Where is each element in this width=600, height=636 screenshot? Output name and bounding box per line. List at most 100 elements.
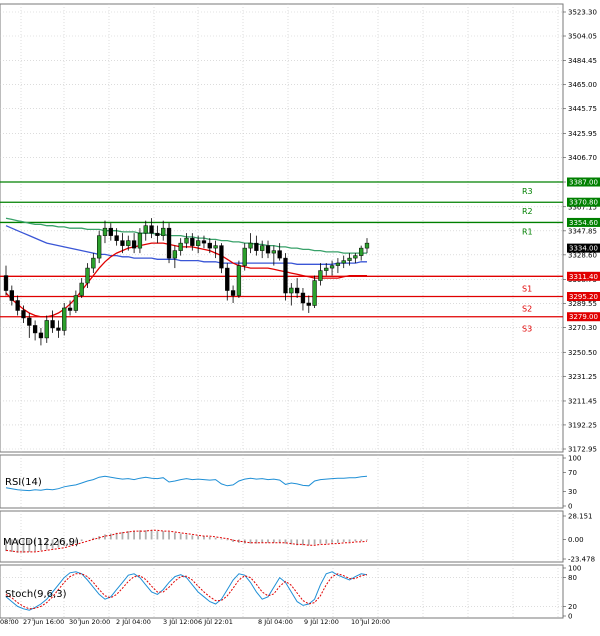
y-tick-label: 3211.45 — [568, 397, 597, 405]
candle-body — [126, 240, 131, 246]
candle-body — [149, 225, 154, 234]
candle-body — [219, 245, 224, 269]
candle-body — [260, 245, 265, 251]
candle-body — [213, 245, 218, 249]
candle-body — [195, 240, 201, 246]
y-tick-label: 3250.50 — [568, 349, 597, 357]
stoch-d-line — [5, 573, 368, 610]
y-tick-label: 3192.25 — [568, 421, 597, 429]
level-price-box — [567, 197, 600, 207]
candle-body — [73, 295, 79, 311]
macd-title: MACD(12,26,9) — [3, 537, 79, 548]
candle-body — [289, 287, 294, 294]
stoch-title: Stoch(9,6,3) — [5, 589, 67, 600]
level-price-box — [567, 217, 600, 227]
rsi-line — [5, 475, 368, 492]
level-name-s1: S1 — [522, 284, 532, 293]
x-tick-label: 3 Jul 12:00 — [163, 618, 198, 626]
candle-body — [21, 310, 26, 319]
candle-body — [15, 300, 20, 311]
candle-body — [114, 235, 119, 241]
candle-body — [120, 240, 125, 246]
rsi-panel — [0, 454, 564, 509]
candle-body — [79, 282, 84, 296]
candle-body — [242, 247, 247, 266]
candle-body — [347, 257, 352, 261]
level-price-box — [567, 177, 600, 187]
candle-body — [318, 270, 323, 281]
candle-body — [131, 240, 137, 249]
candle-body — [44, 320, 49, 339]
rsi-tick-label: 0 — [568, 503, 572, 511]
candle-body — [166, 227, 172, 259]
level-name-r2: R2 — [522, 207, 533, 216]
candle-body — [172, 250, 178, 259]
x-tick-label: 6 Jul 22:01 — [198, 618, 233, 626]
candle-body — [190, 237, 195, 246]
stoch-k-line — [5, 571, 368, 611]
y-tick-label: 3425.95 — [568, 130, 597, 138]
stoch-tick-label: 100 — [568, 565, 581, 573]
y-tick-label: 3231.25 — [568, 373, 597, 381]
macd-panel — [0, 510, 564, 563]
rsi-title: RSI(14) — [5, 477, 42, 488]
candle-body — [32, 325, 38, 334]
macd-tick-label: 0.00 — [568, 536, 584, 544]
candle-body — [27, 317, 32, 326]
candle-body — [50, 320, 55, 329]
y-tick-label: 3367.15 — [568, 203, 597, 211]
level-name-s2: S2 — [522, 305, 532, 314]
level-price-label: 3370.80 — [569, 199, 598, 207]
main-panel — [0, 3, 564, 453]
candle-body — [108, 227, 113, 236]
candle-body — [277, 250, 282, 259]
candle-body — [335, 262, 341, 266]
candle-body — [300, 292, 306, 304]
macd-tick-label: -23.478 — [568, 556, 595, 564]
macd-signal-line — [5, 529, 368, 553]
x-tick-label: 2 Jul 04:00 — [116, 618, 151, 626]
candle-body — [283, 257, 288, 294]
candle-body — [9, 290, 14, 301]
candle-body — [3, 275, 9, 291]
x-tick-label: 10 Jul 20:00 — [351, 618, 390, 626]
candle-body — [364, 242, 370, 249]
candle-body — [225, 267, 230, 291]
candle-body — [248, 242, 253, 249]
x-tick-label: 30 Jun 20:00 — [69, 618, 110, 626]
level-name-r3: R3 — [522, 187, 533, 196]
candle-body — [312, 280, 317, 306]
x-tick-label: 08:00 — [0, 618, 19, 626]
y-tick-label: 3484.45 — [568, 57, 597, 65]
rsi-tick-label: 100 — [568, 455, 581, 463]
candle-body — [184, 237, 189, 244]
y-tick-label: 3328.60 — [568, 251, 597, 259]
stoch-panel — [0, 564, 564, 619]
x-tick-label: 27 Jun 16:00 — [23, 618, 64, 626]
candle-body — [236, 265, 242, 296]
candle-body — [271, 250, 276, 254]
candle-body — [341, 260, 346, 264]
candle-body — [102, 227, 108, 236]
y-tick-label: 3347.85 — [568, 227, 597, 235]
y-tick-label: 3289.55 — [568, 300, 597, 308]
candle-body — [62, 307, 67, 331]
candle-body — [85, 267, 90, 284]
candle-body — [306, 302, 311, 306]
level-price-label: 3354.60 — [569, 219, 598, 227]
candle-body — [143, 225, 148, 234]
current-price-label: 3334.00 — [569, 245, 598, 253]
candle-body — [161, 227, 166, 236]
level-price-label: 3387.00 — [569, 179, 598, 187]
level-price-box — [567, 292, 600, 302]
candle-body — [201, 240, 207, 244]
level-price-box — [567, 312, 600, 322]
candle-body — [294, 287, 300, 294]
candle-body — [178, 242, 183, 251]
y-tick-label: 3445.75 — [568, 105, 597, 113]
y-tick-label: 3172.95 — [568, 446, 597, 454]
candle-body — [155, 232, 160, 236]
